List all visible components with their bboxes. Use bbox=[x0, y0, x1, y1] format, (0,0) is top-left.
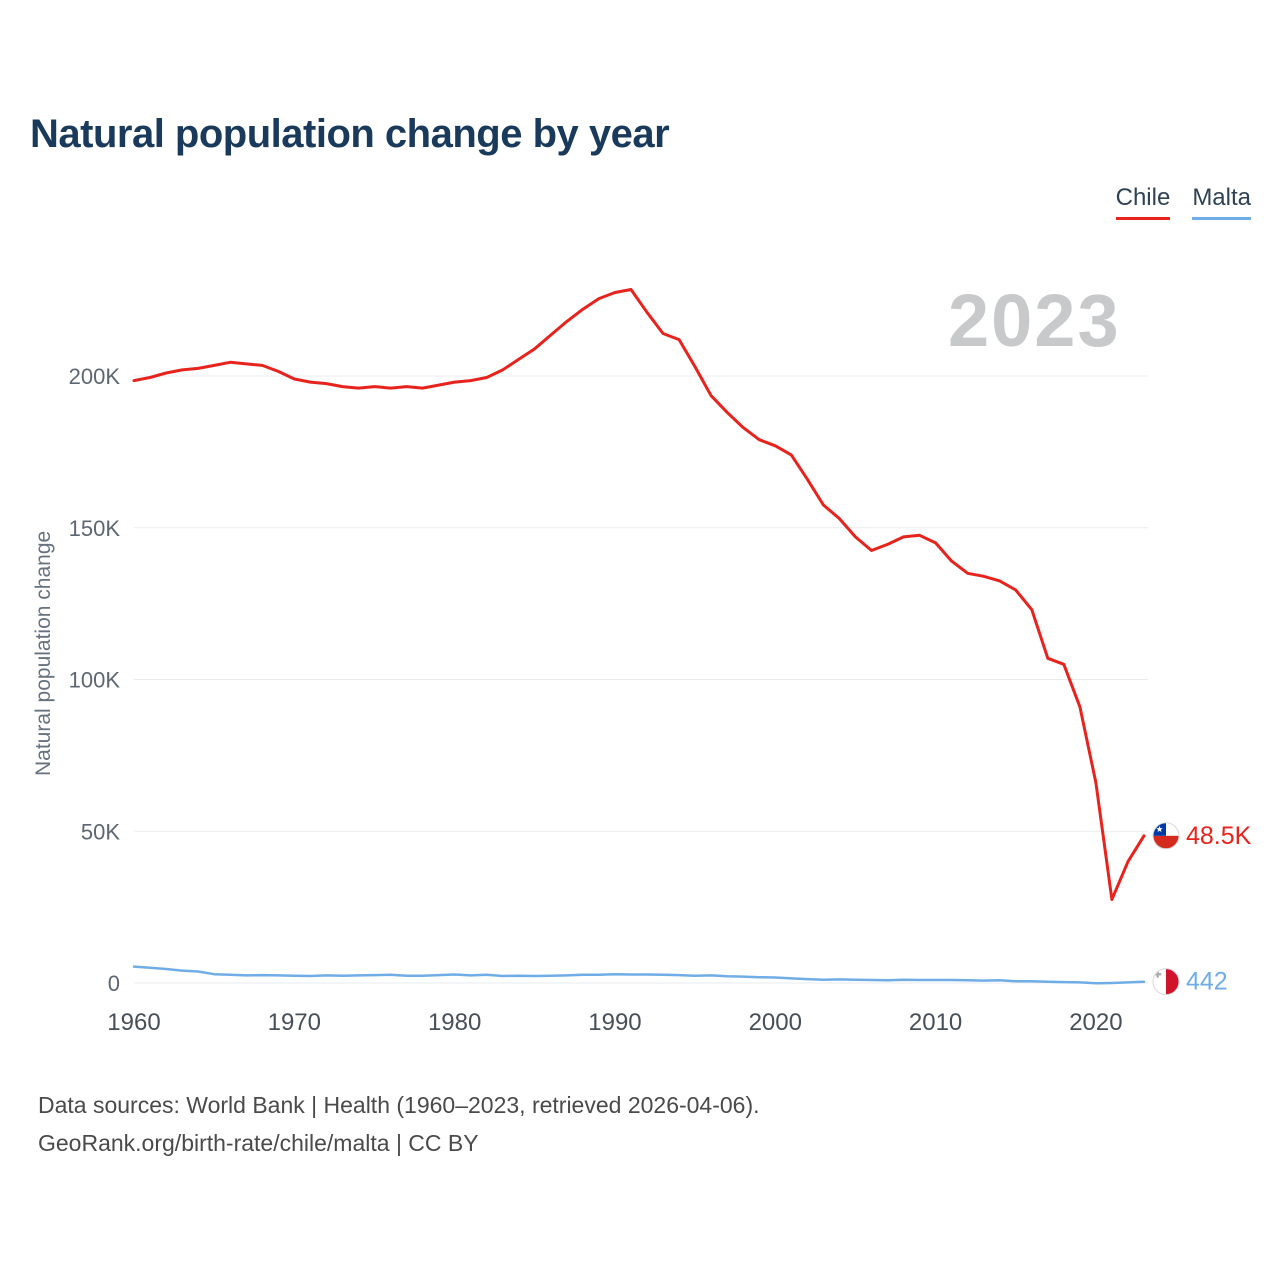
page-title: Natural population change by year bbox=[30, 112, 670, 156]
malta-flag-icon bbox=[1153, 968, 1179, 995]
malta-line bbox=[132, 965, 1146, 985]
y-tick-label: 200K bbox=[69, 364, 121, 389]
x-tick-label: 2010 bbox=[909, 1009, 962, 1036]
year-watermark: 2023 bbox=[948, 279, 1121, 362]
malta-end-label: 442 bbox=[1186, 968, 1228, 996]
x-tick-label: 1960 bbox=[107, 1009, 160, 1036]
line-chart: 0 50K 100K 150K 200K 1960 1970 1980 1990 2000 2010… bbox=[69, 288, 1252, 1036]
legend-item-malta[interactable]: Malta bbox=[1192, 184, 1251, 220]
y-tick-label: 100K bbox=[69, 668, 121, 693]
x-tick-label: 2000 bbox=[749, 1009, 802, 1036]
malta-flag-ring bbox=[1152, 968, 1180, 996]
x-tick-label: 2020 bbox=[1069, 1009, 1122, 1036]
legend-item-chile[interactable]: Chile bbox=[1115, 184, 1171, 220]
y-tick-label: 0 bbox=[108, 971, 120, 996]
x-tick-label: 1980 bbox=[428, 1009, 481, 1036]
legend: Chile Malta bbox=[1115, 184, 1251, 220]
chile-flag-ring bbox=[1152, 822, 1180, 850]
chile-flag-icon bbox=[1153, 822, 1179, 849]
y-tick-label: 50K bbox=[81, 819, 120, 844]
footer: Data sources: World Bank | Health (1960–… bbox=[38, 1086, 760, 1162]
footer-sources: Data sources: World Bank | Health (1960–… bbox=[38, 1092, 760, 1118]
x-tick-label: 1990 bbox=[588, 1009, 641, 1036]
chile-end-label: 48.5K bbox=[1186, 822, 1252, 850]
x-tick-label: 1970 bbox=[268, 1009, 321, 1036]
y-tick-label: 150K bbox=[69, 516, 121, 541]
chile-line bbox=[132, 288, 1146, 901]
footer-attribution: GeoRank.org/birth-rate/chile/malta | CC … bbox=[38, 1130, 479, 1156]
